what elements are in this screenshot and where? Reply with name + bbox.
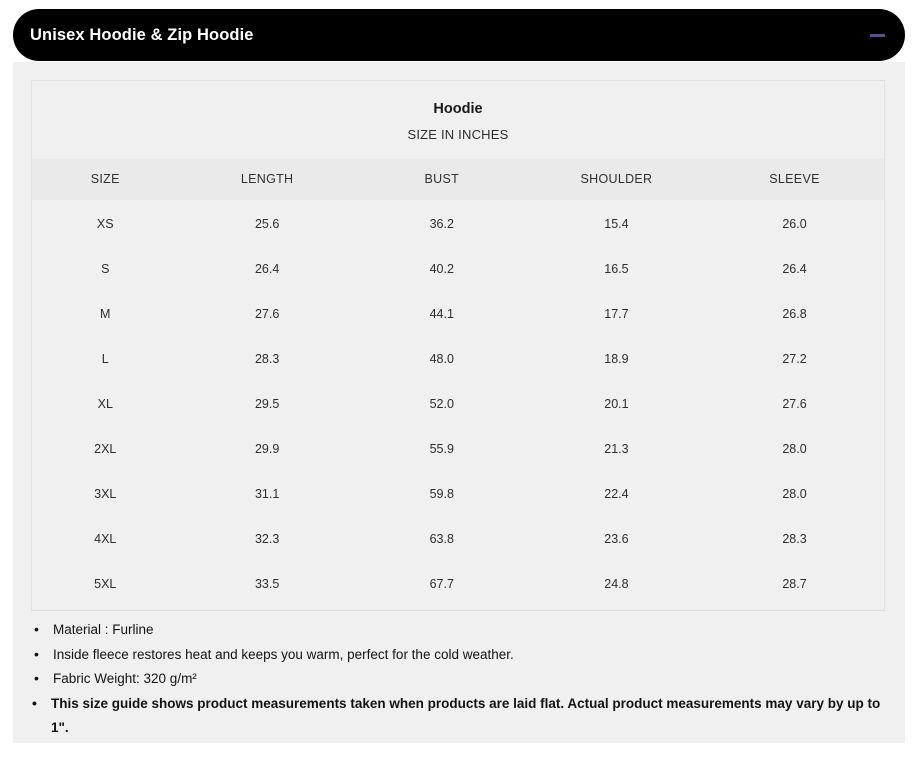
cell-length: 33.5	[254, 577, 280, 591]
cell-shoulder: 17.7	[604, 307, 629, 321]
cell-length: 32.3	[254, 532, 280, 546]
table-row: XL 29.5 52.0 20.1 27.6	[32, 382, 884, 427]
cell-length: 27.6	[254, 307, 280, 321]
cell-size: L	[101, 352, 109, 366]
cell-bust: 63.8	[429, 532, 454, 546]
cell-sleeve: 26.0	[782, 217, 807, 231]
cell-bust: 59.8	[429, 487, 454, 501]
cell-bust: 40.2	[429, 262, 454, 276]
size-chart-table-body: XS 25.6 36.2 15.4 26.0 S 26.4 40.2 16.5 …	[32, 200, 884, 610]
cell-size: S	[101, 262, 110, 276]
cell-bust: 55.9	[429, 442, 454, 456]
cell-sleeve: 28.7	[782, 577, 807, 591]
accordion-title: Unisex Hoodie & Zip Hoodie	[30, 25, 254, 44]
cell-shoulder: 23.6	[604, 532, 629, 546]
cell-bust: 48.0	[429, 352, 454, 366]
cell-length: 25.6	[254, 217, 280, 231]
size-chart-table: SIZE LENGTH BUST SHOULDER SLEEVE XS 25.6…	[32, 159, 884, 610]
cell-sleeve: 26.4	[782, 262, 807, 276]
table-row: 2XL 29.9 55.9 21.3 28.0	[32, 427, 884, 472]
size-chart-caption: Hoodie SIZE IN INCHES	[32, 81, 884, 159]
cell-sleeve: 27.2	[782, 352, 807, 366]
column-header-shoulder: SHOULDER	[580, 172, 653, 186]
column-header-bust: BUST	[424, 172, 460, 186]
cell-shoulder: 18.9	[604, 352, 629, 366]
note-list: Material : Furline Inside fleece restore…	[31, 617, 893, 741]
size-chart-table-head: SIZE LENGTH BUST SHOULDER SLEEVE	[32, 159, 884, 200]
cell-length: 26.4	[254, 262, 280, 276]
cell-length: 31.1	[254, 487, 280, 501]
minus-icon[interactable]	[868, 26, 887, 45]
cell-bust: 52.0	[429, 397, 454, 411]
table-row: XS 25.6 36.2 15.4 26.0	[32, 200, 884, 247]
table-row: 4XL 32.3 63.8 23.6 28.3	[32, 517, 884, 562]
cell-sleeve: 28.3	[782, 532, 807, 546]
cell-length: 29.5	[254, 397, 280, 411]
cell-bust: 36.2	[429, 217, 454, 231]
list-item: This size guide shows product measuremen…	[31, 691, 893, 741]
cell-shoulder: 16.5	[604, 262, 629, 276]
accordion-header-unisex-hoodie[interactable]: Unisex Hoodie & Zip Hoodie	[13, 9, 905, 61]
size-chart-subtitle: SIZE IN INCHES	[407, 127, 509, 142]
list-item: Inside fleece restores heat and keeps yo…	[31, 642, 893, 668]
table-header-row: SIZE LENGTH BUST SHOULDER SLEEVE	[32, 159, 884, 200]
cell-size: 3XL	[94, 487, 117, 501]
list-item: Material : Furline	[31, 617, 893, 643]
cell-bust: 67.7	[429, 577, 454, 591]
size-chart-container: Hoodie SIZE IN INCHES SIZE LENGTH BUST S…	[31, 80, 885, 611]
cell-shoulder: 15.4	[604, 217, 629, 231]
cell-size: M	[100, 307, 111, 321]
cell-sleeve: 28.0	[782, 487, 807, 501]
cell-length: 28.3	[254, 352, 280, 366]
column-header-length: LENGTH	[240, 172, 294, 186]
cell-size: XL	[97, 397, 113, 411]
product-notes: Material : Furline Inside fleece restore…	[31, 617, 893, 741]
cell-shoulder: 21.3	[604, 442, 629, 456]
cell-sleeve: 26.8	[782, 307, 807, 321]
minus-icon-bar	[870, 33, 885, 37]
cell-size: 4XL	[94, 532, 117, 546]
cell-bust: 44.1	[429, 307, 454, 321]
cell-length: 29.9	[254, 442, 280, 456]
table-row: 5XL 33.5 67.7 24.8 28.7	[32, 562, 884, 611]
table-row: M 27.6 44.1 17.7 26.8	[32, 292, 884, 337]
cell-size: 5XL	[94, 577, 117, 591]
cell-sleeve: 28.0	[782, 442, 807, 456]
cell-sleeve: 27.6	[782, 397, 807, 411]
list-item: Fabric Weight: 320 g/m²	[31, 666, 893, 692]
cell-shoulder: 22.4	[604, 487, 629, 501]
accordion-content-panel: Hoodie SIZE IN INCHES SIZE LENGTH BUST S…	[13, 62, 905, 743]
table-row: S 26.4 40.2 16.5 26.4	[32, 247, 884, 292]
size-chart-title: Hoodie	[433, 101, 483, 117]
cell-shoulder: 24.8	[604, 577, 629, 591]
cell-size: XS	[96, 217, 114, 231]
cell-size: 2XL	[94, 442, 117, 456]
column-header-sleeve: SLEEVE	[769, 172, 820, 186]
table-row: L 28.3 48.0 18.9 27.2	[32, 337, 884, 382]
table-row: 3XL 31.1 59.8 22.4 28.0	[32, 472, 884, 517]
cell-shoulder: 20.1	[604, 397, 629, 411]
column-header-size: SIZE	[90, 172, 120, 186]
